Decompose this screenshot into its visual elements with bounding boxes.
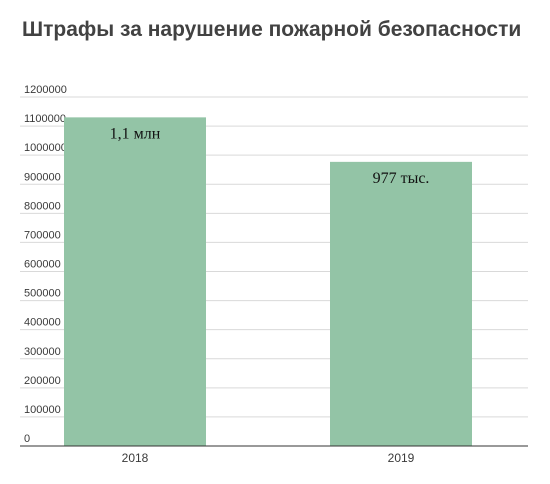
y-tick-label: 100000 [24,404,61,416]
bar-2019 [330,161,472,446]
data-label-2019: 977 тыс. [373,170,430,187]
y-tick-label: 0 [24,433,30,445]
y-tick-label: 1000000 [24,142,67,154]
chart-title: Штрафы за нарушение пожарной безопасност… [22,18,522,41]
y-tick-label: 1100000 [24,113,66,125]
y-tick-label: 500000 [24,288,61,300]
y-tick-label: 700000 [24,229,61,241]
bar-2018 [64,117,206,446]
x-category-label: 2018 [122,451,149,465]
y-tick-label: 200000 [24,375,61,387]
bars [64,117,472,446]
y-tick-label: 600000 [24,259,61,271]
y-tick-label: 400000 [24,317,61,329]
x-axis-categories: 2018 2019 [122,451,415,465]
y-tick-label: 300000 [24,346,61,358]
y-axis-ticks: 0 100000 200000 300000 400000 500000 600000 700… [24,84,67,445]
y-tick-label: 1200000 [24,84,67,96]
y-tick-label: 800000 [24,200,61,212]
y-tick-label: 900000 [24,171,61,183]
x-category-label: 2019 [388,451,415,465]
data-label-2018: 1,1 млн [110,125,161,142]
data-labels: 1,1 млн 977 тыс. [110,125,430,186]
